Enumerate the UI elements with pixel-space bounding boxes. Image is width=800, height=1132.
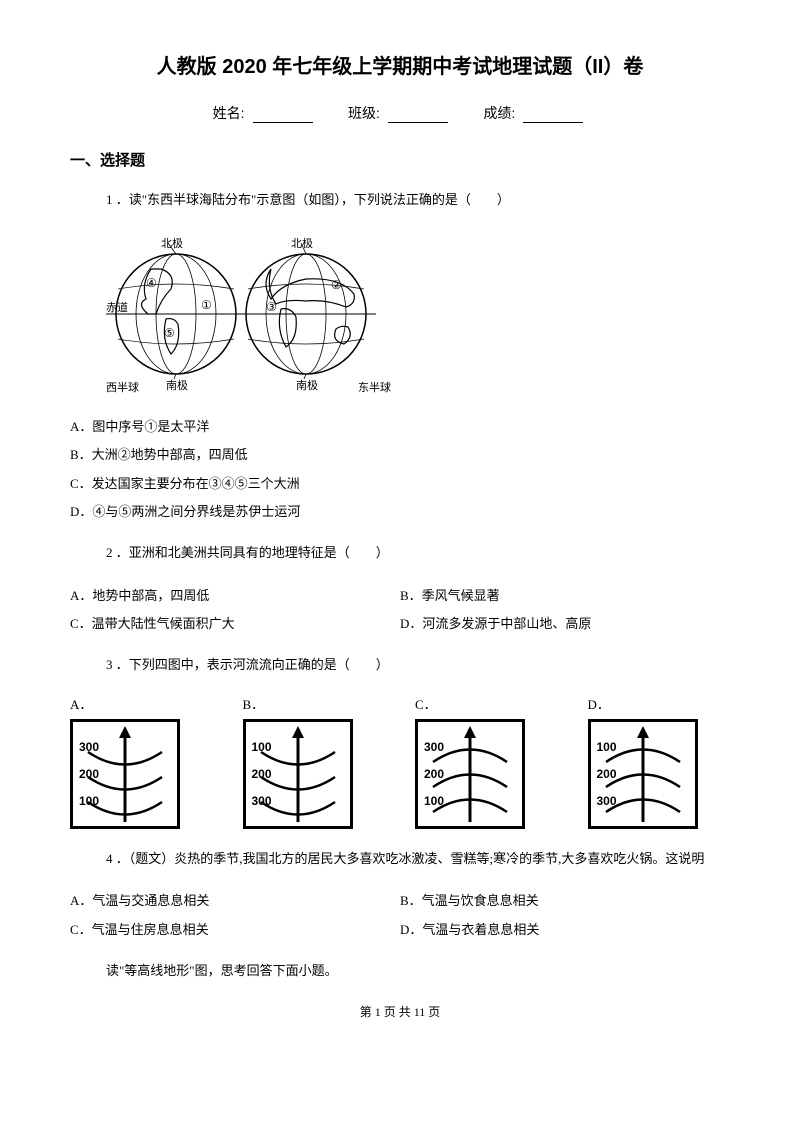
score-label: 成绩: <box>483 105 515 121</box>
q1-stem: 1 ．读"东西半球海陆分布"示意图（如图），下列说法正确的是（ ） <box>70 188 730 213</box>
q4-opt-c[interactable]: C．气温与住房息息相关 <box>70 916 400 945</box>
equator-label: 赤道 <box>106 300 128 314</box>
river-diagram-a: 300 200 100 <box>70 719 180 829</box>
student-info-line: 姓名: 班级: 成绩: <box>70 103 730 123</box>
fig-d-bot: 300 <box>597 794 617 808</box>
river-diagram-c: 300 200 100 <box>415 719 525 829</box>
name-blank[interactable] <box>253 108 313 123</box>
q3-cell-c[interactable]: C． 300 200 100 <box>415 694 558 829</box>
q2-opt-a[interactable]: A．地势中部高，四周低 <box>70 582 400 611</box>
class-label: 班级: <box>348 105 380 121</box>
q2-row1: A．地势中部高，四周低 B．季风气候显著 <box>70 582 730 611</box>
q3-label-c: C． <box>415 694 558 713</box>
fig-b-bot: 300 <box>252 794 272 808</box>
exam-page: 人教版 2020 年七年级上学期期中考试地理试题（II）卷 姓名: 班级: 成绩… <box>0 0 800 1050</box>
page-footer: 第 1 页 共 11 页 <box>70 1003 730 1020</box>
fig-c-mid: 200 <box>424 767 444 781</box>
q2-stem: 2 ．亚洲和北美洲共同具有的地理特征是（ ） <box>70 541 730 566</box>
fig-d-mid: 200 <box>597 767 617 781</box>
q2-opt-b[interactable]: B．季风气候显著 <box>400 582 730 611</box>
sp-label-2: 南极 <box>296 378 318 392</box>
num-5: ⑤ <box>164 326 175 340</box>
river-diagram-b: 100 200 300 <box>243 719 353 829</box>
q2-opt-c[interactable]: C．温带大陆性气候面积广大 <box>70 610 400 639</box>
fig-b-top: 100 <box>252 740 272 754</box>
q1-options: A．图中序号①是太平洋 B．大洲②地势中部高，四周低 C．发达国家主要分布在③④… <box>70 413 730 527</box>
score-blank[interactable] <box>523 108 583 123</box>
fig-c-bot: 100 <box>424 794 444 808</box>
num-4: ④ <box>146 276 157 290</box>
fig-d-top: 100 <box>597 740 617 754</box>
name-label: 姓名: <box>213 105 245 121</box>
q3-stem: 3 ．下列四图中，表示河流流向正确的是（ ） <box>70 653 730 678</box>
num-2: ② <box>331 278 342 292</box>
fig-c-top: 300 <box>424 740 444 754</box>
fig-a-mid: 200 <box>79 767 99 781</box>
q4-stem: 4 ．（题文）炎热的季节,我国北方的居民大多喜欢吃冰激凌、雪糕等;寒冷的季节,大… <box>70 847 730 872</box>
q2-row2: C．温带大陆性气候面积广大 D．河流多发源于中部山地、高原 <box>70 610 730 639</box>
num-1: ① <box>201 298 212 312</box>
q1-figure: 北极 北极 南极 南极 西半球 东半球 赤道 ① ② ③ ④ ⑤ <box>106 229 730 399</box>
class-blank[interactable] <box>388 108 448 123</box>
page-title: 人教版 2020 年七年级上学期期中考试地理试题（II）卷 <box>70 50 730 79</box>
fig-b-mid: 200 <box>252 767 272 781</box>
q3-cell-b[interactable]: B． 100 200 300 <box>243 694 386 829</box>
river-diagram-d: 100 200 300 <box>588 719 698 829</box>
q4-row2: C．气温与住房息息相关 D．气温与衣着息息相关 <box>70 916 730 945</box>
fig-a-bot: 100 <box>79 794 99 808</box>
sp-label-1: 南极 <box>166 378 188 392</box>
q3-label-b: B． <box>243 694 386 713</box>
q3-label-d: D． <box>588 694 731 713</box>
q3-label-a: A． <box>70 694 213 713</box>
q1-opt-b[interactable]: B．大洲②地势中部高，四周低 <box>70 441 730 470</box>
section-heading: 一、选择题 <box>70 149 730 170</box>
q4-row1: A．气温与交通息息相关 B．气温与饮食息息相关 <box>70 887 730 916</box>
q4-opt-b[interactable]: B．气温与饮食息息相关 <box>400 887 730 916</box>
fig-a-top: 300 <box>79 740 99 754</box>
east-label: 东半球 <box>358 380 391 394</box>
np-label-2: 北极 <box>291 236 313 250</box>
west-label: 西半球 <box>106 380 139 394</box>
q3-cell-d[interactable]: D． 100 200 300 <box>588 694 731 829</box>
q3-figures: A． 300 200 100 B． <box>70 694 730 829</box>
num-3: ③ <box>266 300 277 314</box>
q4-opt-a[interactable]: A．气温与交通息息相关 <box>70 887 400 916</box>
q2-opt-d[interactable]: D．河流多发源于中部山地、高原 <box>400 610 730 639</box>
q5-intro: 读"等高线地形"图，思考回答下面小题。 <box>70 959 730 984</box>
q4-opt-d[interactable]: D．气温与衣着息息相关 <box>400 916 730 945</box>
q1-opt-c[interactable]: C．发达国家主要分布在③④⑤三个大洲 <box>70 470 730 499</box>
q1-opt-d[interactable]: D．④与⑤两洲之间分界线是苏伊士运河 <box>70 498 730 527</box>
q3-cell-a[interactable]: A． 300 200 100 <box>70 694 213 829</box>
q1-opt-a[interactable]: A．图中序号①是太平洋 <box>70 413 730 442</box>
